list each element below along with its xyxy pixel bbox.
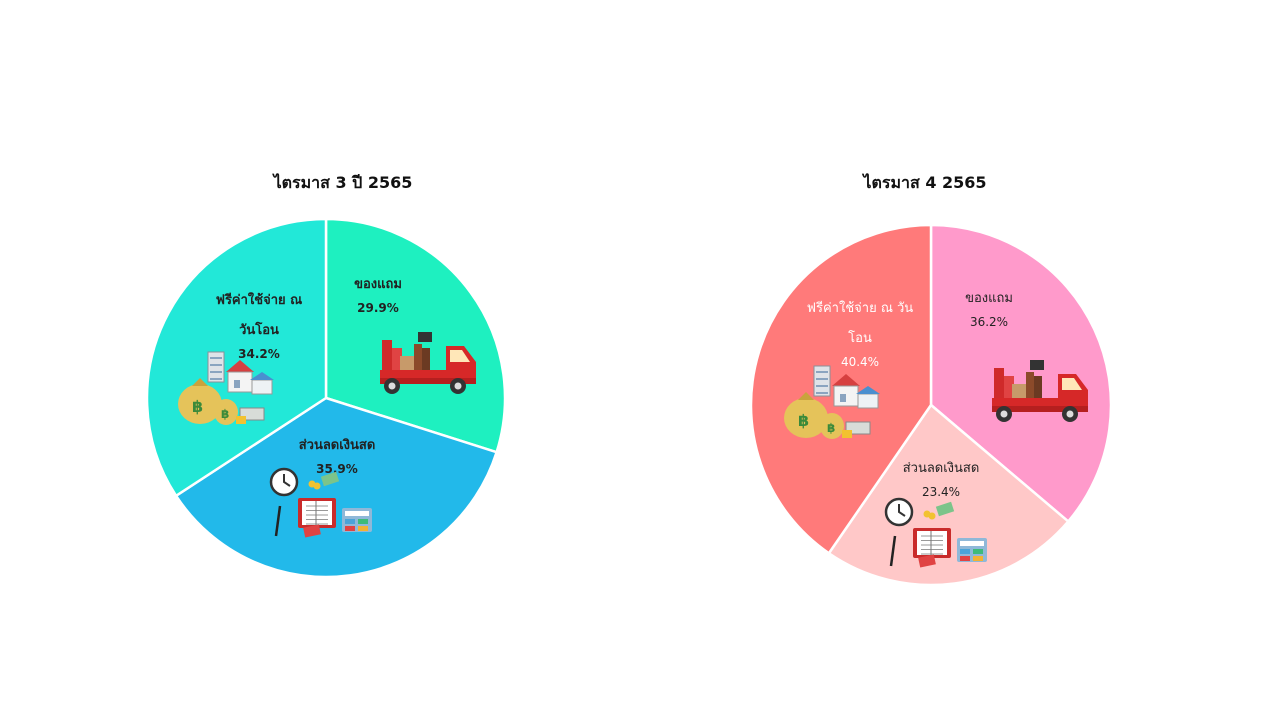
calendar-money-icon xyxy=(269,467,372,538)
slice-percent-label: 23.4% xyxy=(922,485,960,499)
svg-text:฿: ฿ xyxy=(827,421,835,435)
pie-slice-1 xyxy=(324,217,507,454)
pie-slice-2 xyxy=(174,396,499,579)
slice-label: ของแถม xyxy=(354,277,402,292)
pie-slice-2 xyxy=(827,403,1071,587)
pie-chart-q3: ของแถม 29.9% ส่วนลดเงินสด 35.9% ฟรีค่าใช้จ่า… xyxy=(145,217,507,579)
svg-text:฿: ฿ xyxy=(192,397,203,416)
money-house-icon: ฿฿ xyxy=(784,365,880,439)
slice-percent-label: 40.4% xyxy=(841,355,879,369)
pie-chart-q4: ของแถม 36.2% ส่วนลดเงินสด 23.4% ฟรีค่าใช้จ่า… xyxy=(749,223,1113,587)
slice-label: ส่วนลดเงินสด xyxy=(299,438,376,453)
slice-label: ฟรีค่าใช้จ่าย ณ วัน xyxy=(807,300,914,316)
truck-icon xyxy=(992,360,1088,422)
slice-label: ของแถม xyxy=(965,291,1013,306)
slice-percent-label: 36.2% xyxy=(970,315,1008,329)
slice-label: วันโอน xyxy=(239,321,279,338)
svg-text:฿: ฿ xyxy=(798,411,809,430)
pie-slice-3 xyxy=(145,217,328,498)
slice-label: ส่วนลดเงินสด xyxy=(903,461,980,476)
svg-text:฿: ฿ xyxy=(221,407,229,421)
slice-percent-label: 35.9% xyxy=(316,462,358,476)
money-house-icon: ฿฿ xyxy=(178,351,274,425)
chart-title-q3: ไตรมาส 3 ปี 2565 xyxy=(272,173,413,192)
pie-slice-1 xyxy=(929,223,1113,524)
truck-icon xyxy=(380,332,476,394)
slice-percent-label: 34.2% xyxy=(238,347,280,361)
slice-label: ฟรีค่าใช้จ่าย ณ xyxy=(216,291,302,308)
slice-percent-label: 29.9% xyxy=(357,301,399,315)
chart-title-q4: ไตรมาส 4 2565 xyxy=(861,173,986,192)
calendar-money-icon xyxy=(884,497,987,568)
slice-label: โอน xyxy=(848,330,872,346)
